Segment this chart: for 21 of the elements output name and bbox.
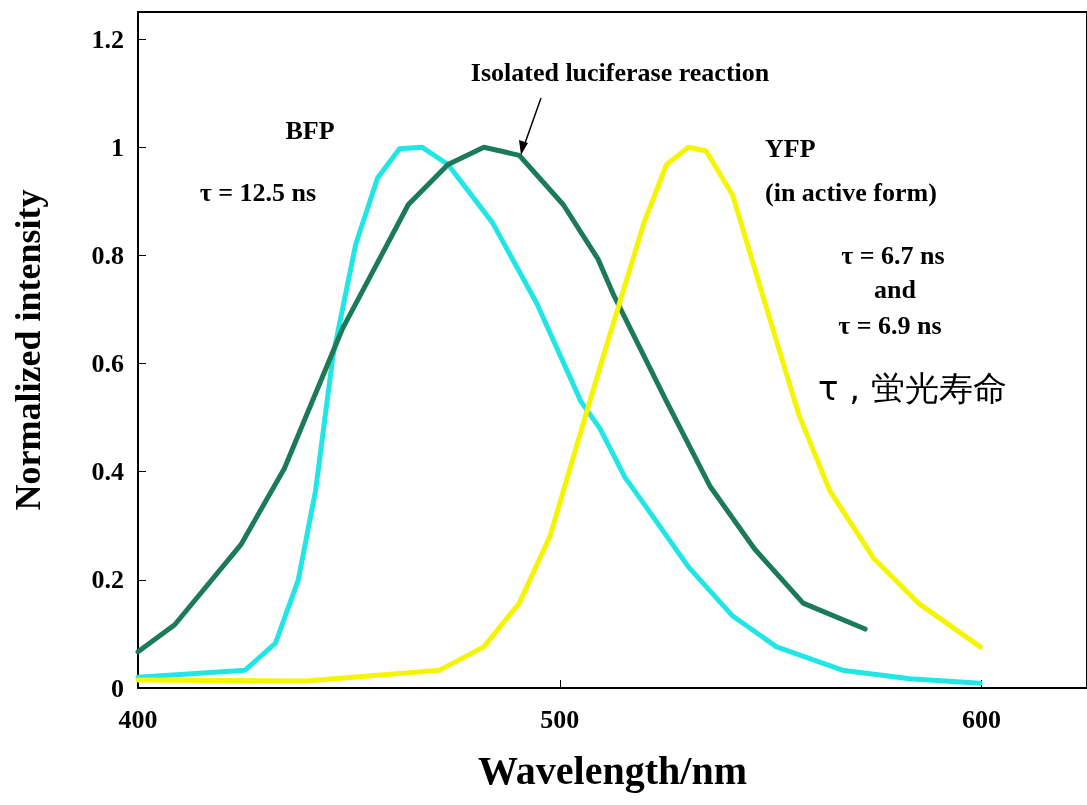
annotation: τ = 6.9 ns — [838, 310, 942, 340]
y-tick-label: 0.8 — [91, 240, 124, 270]
y-tick-label: 0.2 — [91, 565, 124, 595]
y-axis-title: Normalized intensity — [8, 189, 48, 511]
series-label: YFP — [765, 133, 816, 163]
x-axis-title: Wavelength/nm — [478, 747, 747, 793]
x-tick-label: 500 — [540, 704, 580, 734]
y-tick-label: 0 — [111, 673, 124, 703]
annotation: and — [874, 274, 917, 304]
x-tick-label: 600 — [962, 704, 1002, 734]
y-tick-label: 1 — [111, 132, 124, 162]
annotation: (in active form) — [765, 177, 937, 207]
y-tick-label: 0.4 — [91, 457, 124, 487]
annotation: τ = 6.7 ns — [841, 240, 945, 270]
annotation: τ , 蛍光寿命 — [818, 368, 1007, 408]
y-tick-label: 0.6 — [91, 349, 124, 379]
y-tick-label: 1.2 — [91, 24, 124, 54]
x-tick-label: 400 — [118, 704, 158, 734]
annotation: τ = 12.5 ns — [199, 177, 317, 207]
text: BFP — [285, 115, 335, 145]
text: Isolated luciferase reaction — [470, 57, 770, 87]
